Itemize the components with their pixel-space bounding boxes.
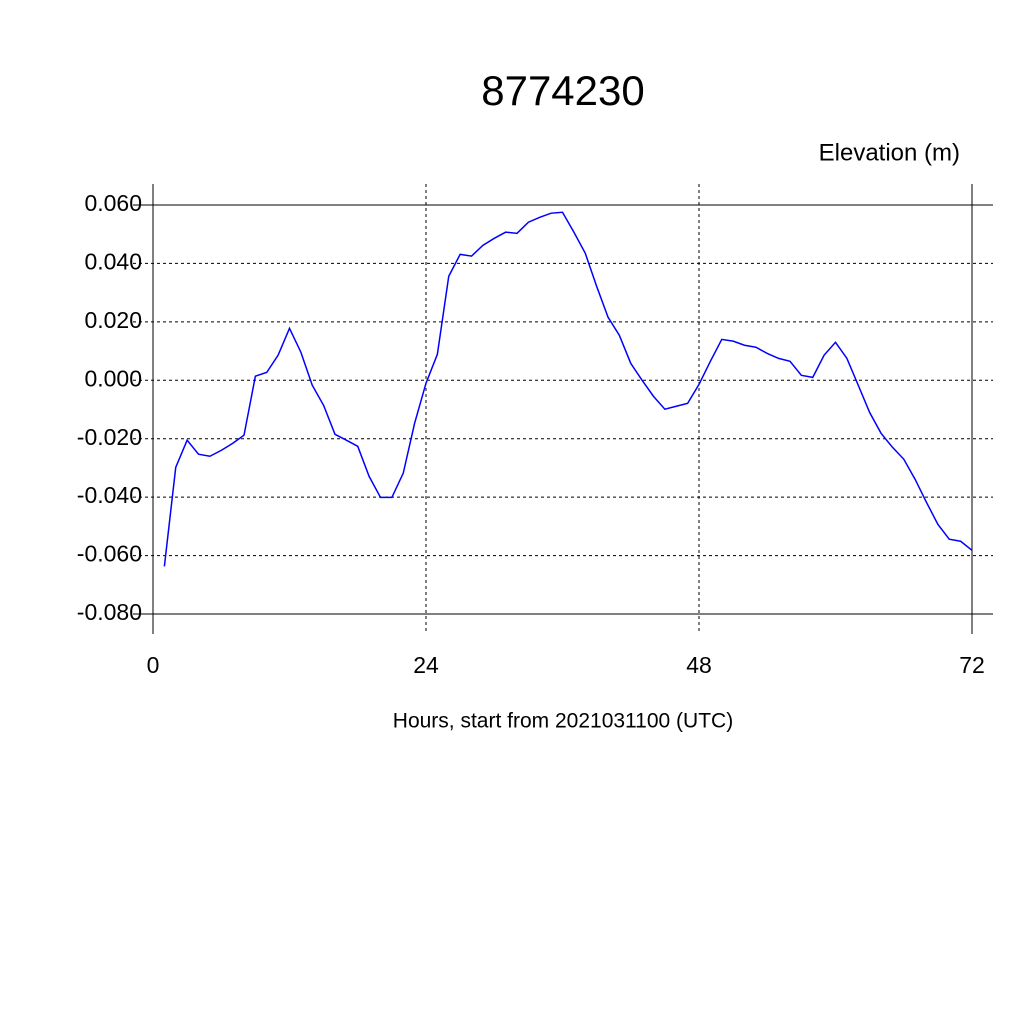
x-tick-label: 48	[686, 652, 712, 678]
y-tick-label: -0.020	[77, 424, 142, 450]
y-tick-label: -0.040	[77, 482, 142, 508]
x-tick-label: 72	[959, 652, 985, 678]
y-axis-label: Elevation (m)	[819, 139, 960, 166]
x-tick-label: 0	[147, 652, 160, 678]
y-tick-label: -0.080	[77, 599, 142, 625]
x-axis-label: Hours, start from 2021031100 (UTC)	[393, 710, 733, 733]
y-tick-label: 0.040	[84, 249, 142, 275]
y-tick-label: -0.060	[77, 541, 142, 567]
x-tick-label: 24	[413, 652, 439, 678]
y-tick-label: 0.000	[84, 365, 142, 391]
y-tick-label: 0.020	[84, 307, 142, 333]
y-tick-label: 0.060	[84, 190, 142, 216]
chart-title: 8774230	[481, 67, 645, 114]
data-line	[163, 211, 973, 567]
